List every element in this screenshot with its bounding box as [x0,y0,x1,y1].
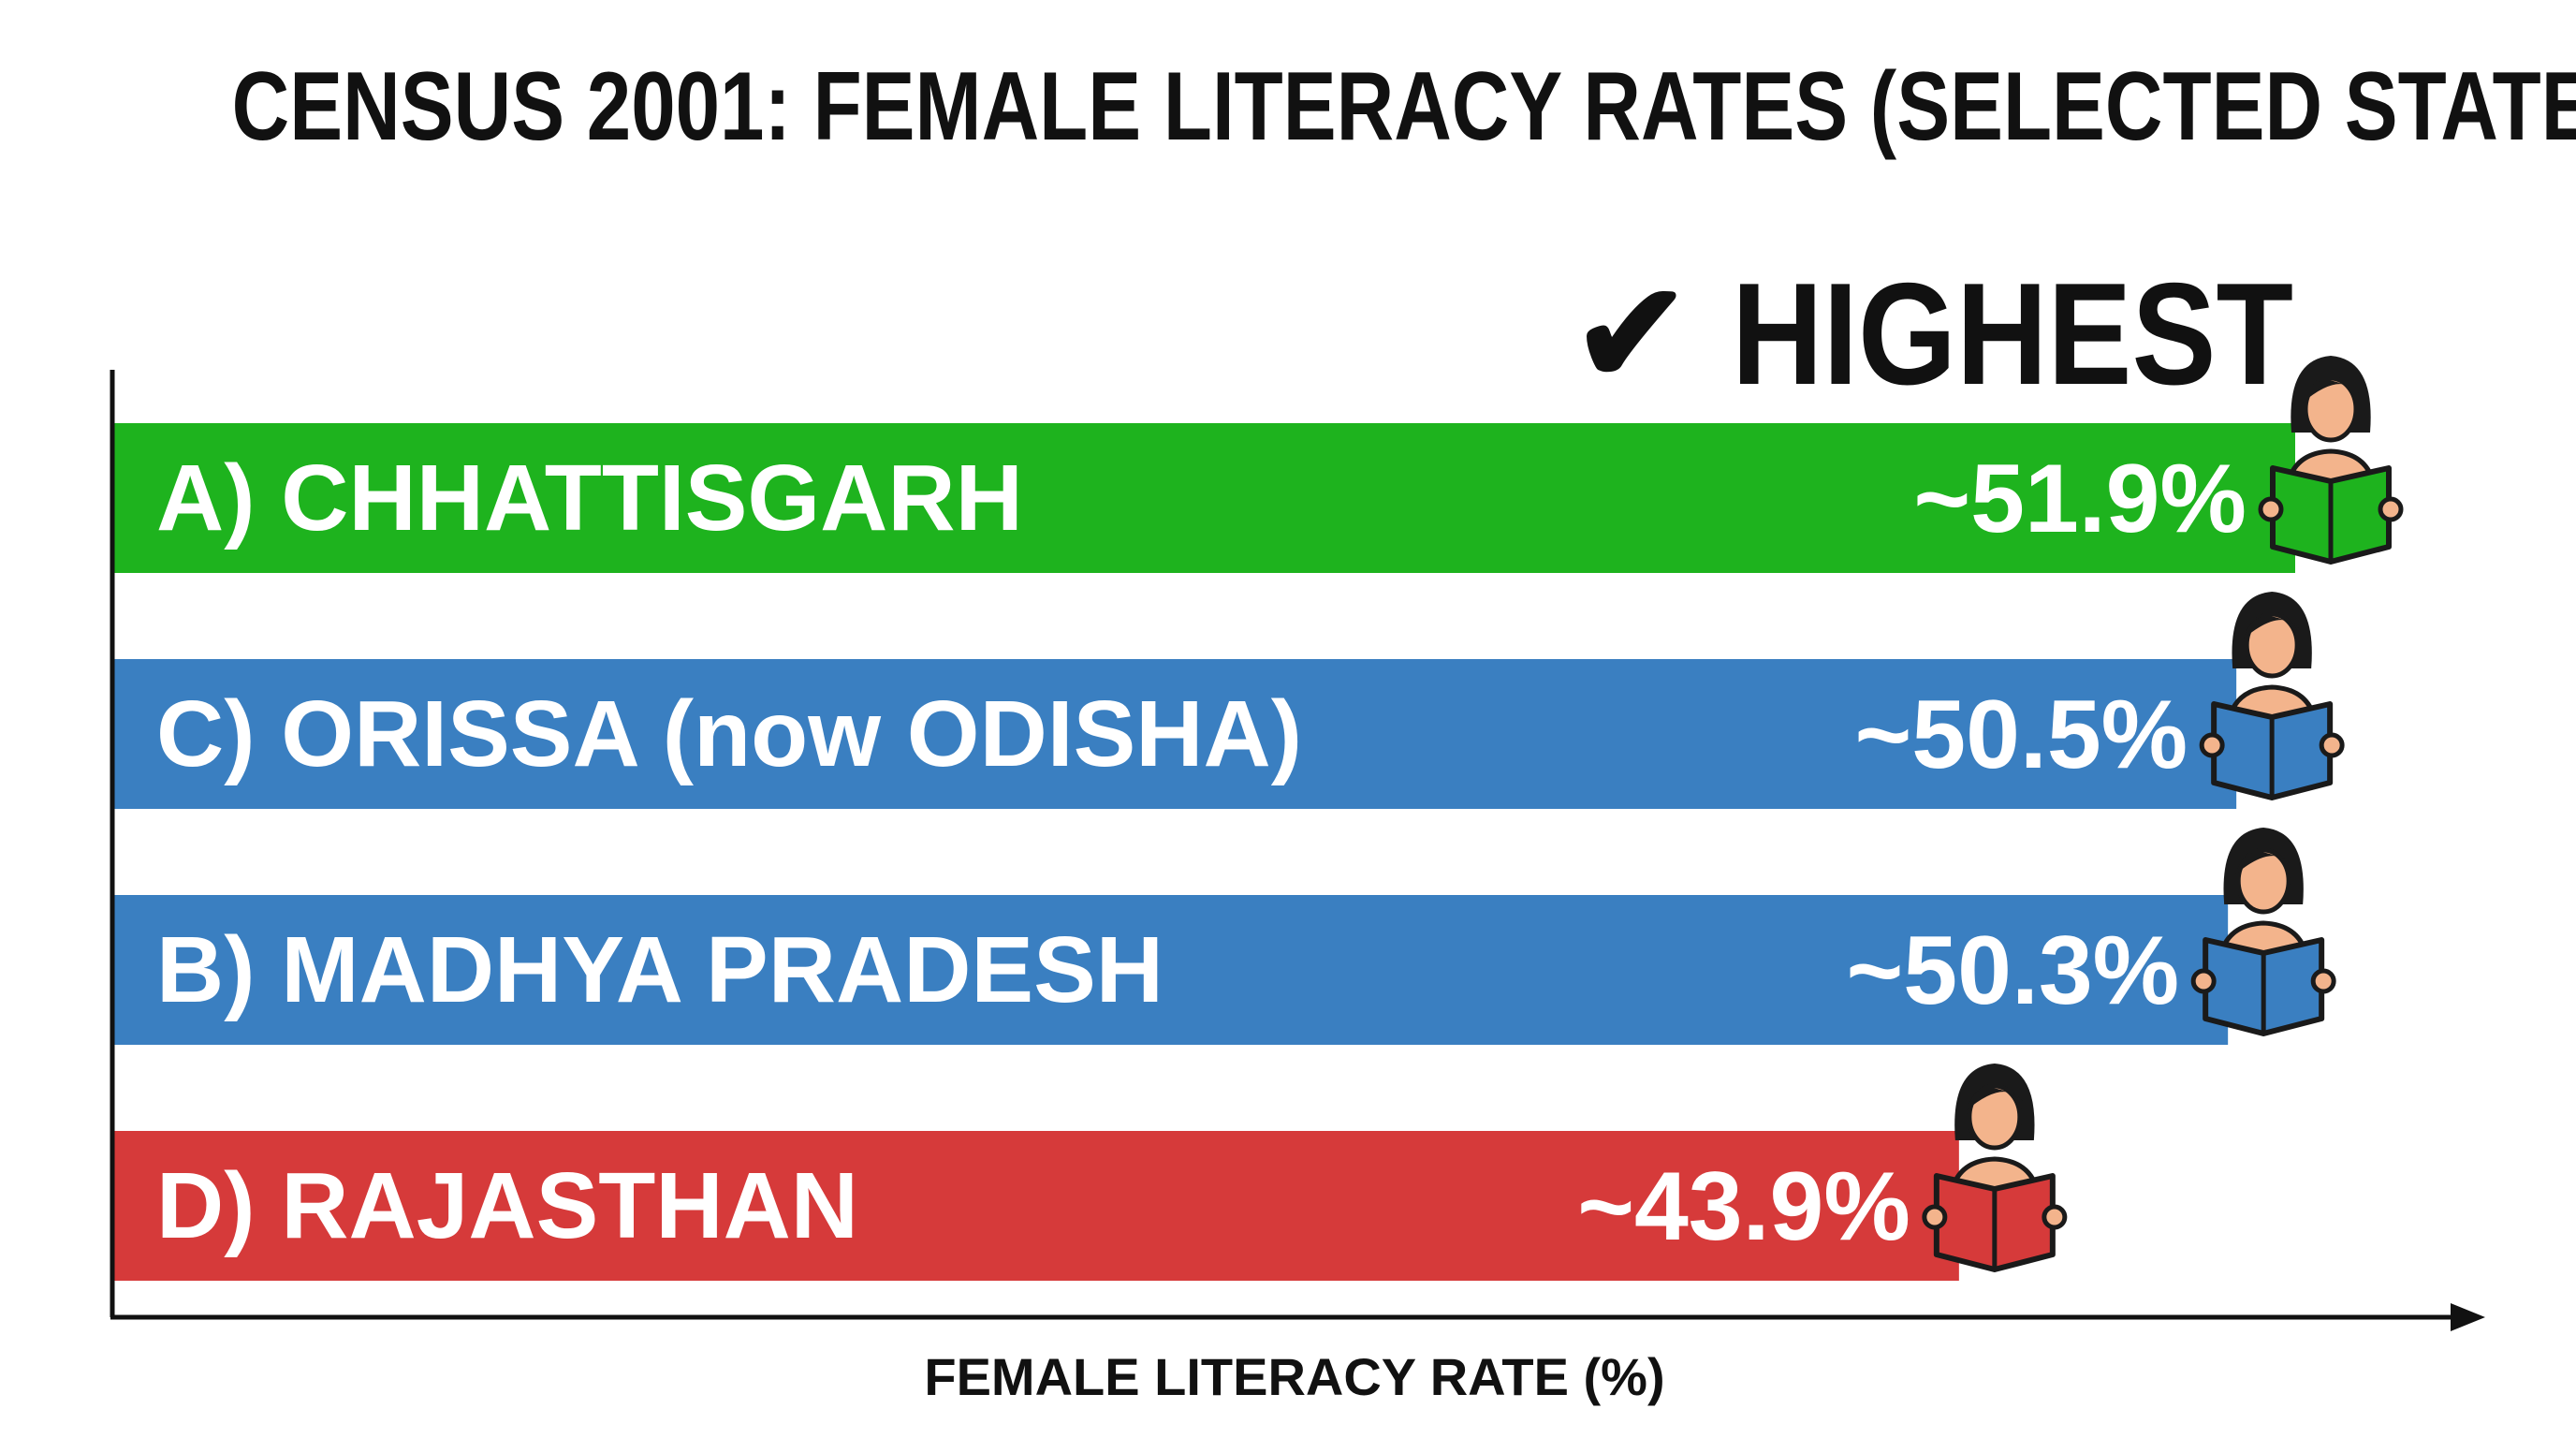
reading-woman-icon [2190,828,2336,1036]
bar-category-label: C) ORISSA (now ODISHA) [156,682,1302,786]
bar-group: A) CHHATTISGARH ~51.9% [114,423,2295,573]
bar-value-label: ~50.5% [1855,681,2188,789]
highest-annotation-text: HIGHEST [1732,253,2293,415]
bars-layer: A) CHHATTISGARH ~51.9% C) ORISSA (now ODIS… [114,356,2404,1281]
x-axis-label: FEMALE LITERACY RATE (%) [924,1347,1664,1406]
highest-annotation: ✔ HIGHEST [1573,253,2293,415]
axes: FEMALE LITERACY RATE (%) [110,370,2485,1406]
bar-category-label: B) MADHYA PRADESH [156,917,1164,1022]
bar [114,895,2229,1045]
bar [114,659,2237,809]
reading-woman-icon [1922,1064,2068,1272]
bar [114,1131,1959,1281]
bar-group: D) RAJASTHAN ~43.9% [114,1131,1959,1281]
bar-value-label: ~51.9% [1913,445,2247,553]
bar-category-label: D) RAJASTHAN [156,1153,858,1258]
reading-woman-icon [2199,592,2345,800]
check-icon: ✔ [1573,255,1690,412]
bar-group: B) MADHYA PRADESH ~50.3% [114,895,2229,1045]
chart-title: CENSUS 2001: FEMALE LITERACY RATES (SELE… [231,52,2576,161]
bar [114,423,2295,573]
bar-value-label: ~43.9% [1577,1152,1910,1261]
bar-group: C) ORISSA (now ODISHA) ~50.5% [114,659,2237,809]
bar-value-label: ~50.3% [1847,917,2180,1025]
reading-woman-icon [2258,356,2404,565]
x-axis-arrowhead [2451,1303,2485,1331]
bar-category-label: A) CHHATTISGARH [156,446,1023,550]
